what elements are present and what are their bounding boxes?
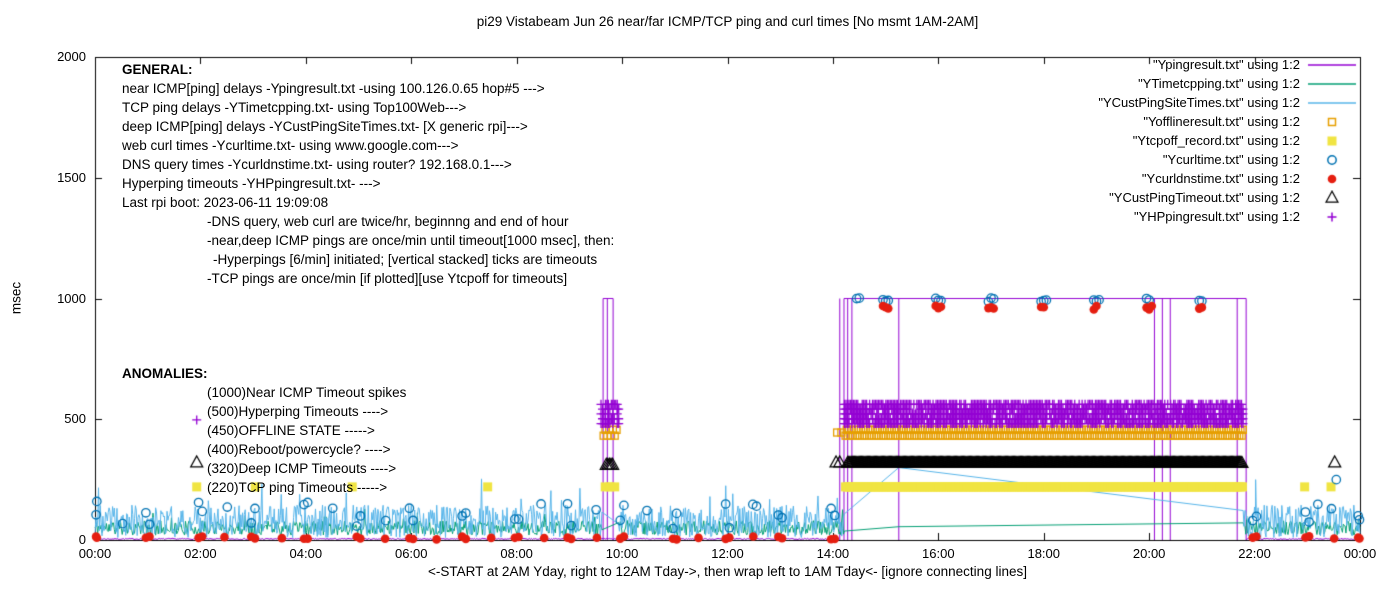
x-tick-label: 00:00 [1343, 546, 1377, 561]
anomaly-line: (400)Reboot/powercycle? ----> [207, 442, 391, 457]
legend-item-yhppingresult: "YHPpingresult.txt" using 1:2 [1098, 207, 1360, 226]
legend-label: "YCustPingTimeout.txt" using 1:2 [1109, 190, 1300, 205]
anomaly-line: (1000)Near ICMP Timeout spikes [207, 385, 407, 400]
x-tick-label: 20:00 [1132, 546, 1166, 561]
legend-item-ycustpingtimeout: "YCustPingTimeout.txt" using 1:2 [1098, 188, 1360, 207]
legend-item-ycurltime: "Ycurltime.txt" using 1:2 [1098, 150, 1360, 169]
x-tick-label: 12:00 [711, 546, 744, 561]
legend-item-yofflineresult: "Yofflineresult.txt" using 1:2 [1098, 112, 1360, 131]
y-tick-label: 500 [64, 411, 86, 427]
general-line: -DNS query, web curl are twice/hr, begin… [207, 214, 569, 229]
x-tick-label: 02:00 [184, 546, 217, 561]
legend-label: "Yofflineresult.txt" using 1:2 [1143, 114, 1300, 129]
legend-label: "Ycurldnstime.txt" using 1:2 [1141, 171, 1300, 186]
open-circle-icon [1304, 151, 1360, 168]
general-line: Hyperping timeouts -YHPpingresult.txt- -… [122, 176, 381, 191]
x-tick-label: 10:00 [605, 546, 639, 561]
plus-icon [1304, 208, 1360, 225]
x-tick-label: 18:00 [1027, 546, 1061, 561]
filled-circle-icon [1304, 170, 1360, 187]
filled-square-icon [1304, 132, 1360, 149]
x-tick-label: 00:00 [78, 546, 112, 561]
x-tick-label: 06:00 [394, 546, 428, 561]
general-line: near ICMP[ping] delays -Ypingresult.txt … [122, 81, 545, 96]
general-line: deep ICMP[ping] delays -YCustPingSiteTim… [122, 119, 528, 134]
legend-item-ytimetcpping: "YTimetcpping.txt" using 1:2 [1098, 74, 1360, 93]
legend-item-ycustpingsitetimes: "YCustPingSiteTimes.txt" using 1:2 [1098, 93, 1360, 112]
y-tick-label: 1500 [57, 169, 86, 185]
general-line: -near,deep ICMP pings are once/min until… [207, 233, 615, 248]
x-tick-label: 14:00 [816, 546, 850, 561]
legend-label: "YCustPingSiteTimes.txt" using 1:2 [1098, 95, 1300, 110]
general-line: TCP ping delays -YTimetcpping.txt- using… [122, 100, 467, 115]
general-line: DNS query times -Ycurldnstime.txt- using… [122, 157, 512, 172]
x-axis-label: <-START at 2AM Yday, right to 12AM Tday-… [428, 564, 1027, 579]
anomaly-line: (320)Deep ICMP Timeouts ----> [207, 461, 397, 476]
y-tick-label: 1000 [57, 290, 86, 306]
x-tick-label: 16:00 [922, 546, 955, 561]
x-tick-label: 04:00 [289, 546, 323, 561]
legend-item-ypingresult: "Ypingresult.txt" using 1:2 [1098, 55, 1360, 74]
general-heading: GENERAL: [122, 62, 193, 77]
open-square-icon [1304, 113, 1360, 130]
x-tick-label: 22:00 [1238, 546, 1271, 561]
anomalies-block: ANOMALIES: (1000)Near ICMP Timeout spike… [122, 364, 406, 497]
y-tick-label: 0 [78, 532, 86, 547]
line-sample-icon [1304, 94, 1360, 111]
general-line: -Hyperpings [6/min] initiated; [vertical… [213, 252, 598, 267]
general-line: -TCP pings are once/min [if plotted][use… [207, 271, 568, 286]
general-line: Last rpi boot: 2023-06-11 19:09:08 [122, 195, 329, 210]
legend-label: "YHPpingresult.txt" using 1:2 [1133, 209, 1300, 224]
general-line: web curl times -Ycurltime.txt- using www… [122, 138, 459, 153]
legend: "Ypingresult.txt" using 1:2 "YTimetcppin… [1098, 55, 1360, 226]
y-tick-label: 2000 [57, 49, 86, 64]
anomaly-line: (500)Hyperping Timeouts ----> [207, 404, 389, 419]
legend-label: "YTimetcpping.txt" using 1:2 [1138, 76, 1300, 91]
legend-label: "Ycurltime.txt" using 1:2 [1162, 152, 1300, 167]
anomaly-line: (220)TCP ping Timeouts -----> [207, 480, 388, 495]
chart-title: pi29 Vistabeam Jun 26 near/far ICMP/TCP … [476, 14, 979, 29]
legend-label: "Ytcpoff_record.txt" using 1:2 [1132, 133, 1300, 148]
legend-item-ycurldnstime: "Ycurldnstime.txt" using 1:2 [1098, 169, 1360, 188]
anomalies-heading: ANOMALIES: [122, 366, 208, 381]
x-tick-label: 08:00 [500, 546, 533, 561]
open-triangle-icon [1304, 189, 1360, 206]
line-sample-icon [1304, 75, 1360, 92]
general-block: GENERAL: near ICMP[ping] delays -Ypingre… [122, 60, 614, 288]
legend-label: "Ypingresult.txt" using 1:2 [1152, 57, 1300, 72]
anomaly-line: (450)OFFLINE STATE -----> [207, 423, 375, 438]
legend-item-ytcpoff-record: "Ytcpoff_record.txt" using 1:2 [1098, 131, 1360, 150]
line-sample-icon [1304, 56, 1360, 73]
